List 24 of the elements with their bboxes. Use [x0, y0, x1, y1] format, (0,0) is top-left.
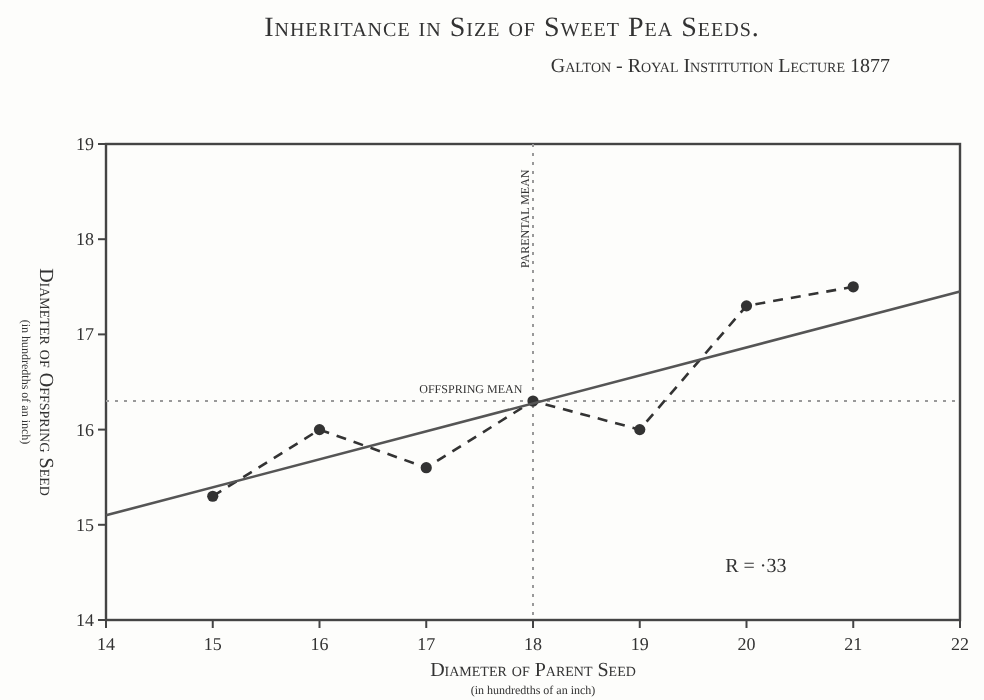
point — [847, 281, 859, 293]
point — [634, 424, 646, 436]
y-tick-label: 17 — [76, 324, 95, 345]
x-tick-label: 22 — [951, 634, 969, 654]
x-tick-label: 17 — [417, 634, 437, 654]
chart-title: Inheritance in Size of Sweet Pea Seeds. — [264, 14, 760, 44]
y-tick-label: 14 — [76, 610, 95, 630]
y-tick-label: 15 — [76, 514, 95, 535]
y-tick-label: 19 — [76, 134, 95, 154]
point — [740, 300, 753, 312]
x-tick-label: 21 — [844, 634, 863, 654]
point — [420, 462, 432, 474]
x-tick-label: 20 — [737, 634, 757, 654]
x-tick-label: 16 — [310, 634, 330, 654]
chart-subtitle: Galton - Royal Institution Lecture 1877 — [550, 56, 890, 78]
point — [207, 490, 219, 502]
point — [313, 424, 326, 436]
x-tick-label: 14 — [97, 634, 116, 654]
x-tick-label: 19 — [630, 634, 650, 654]
annotation: R = ·33 — [725, 556, 787, 579]
x-tick-label: 18 — [524, 634, 543, 654]
y-tick-label: 18 — [76, 229, 95, 250]
x-tick-label: 15 — [203, 634, 223, 654]
y-tick-label: 16 — [76, 419, 95, 440]
